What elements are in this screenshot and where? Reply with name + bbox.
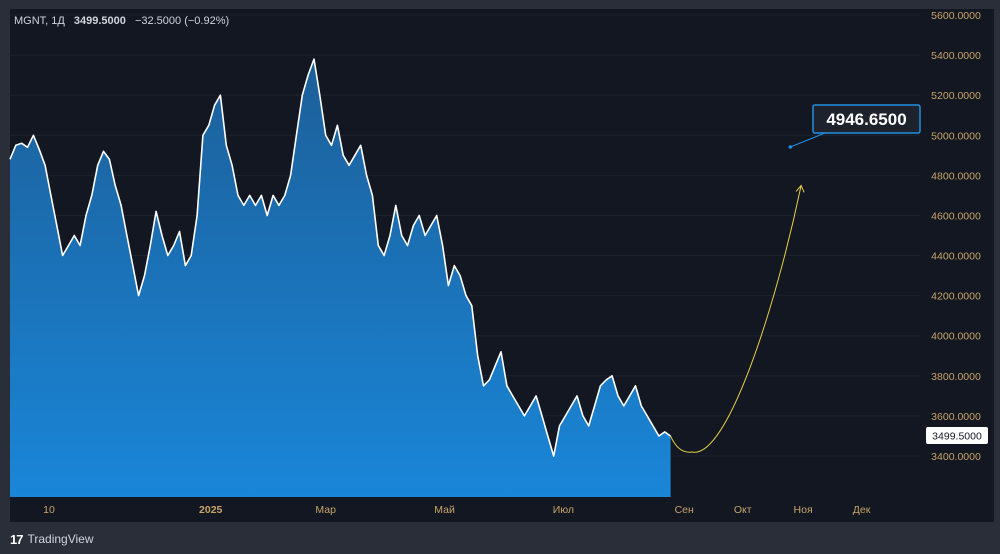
x-tick-label: 10 [43, 504, 55, 516]
y-axis: 3400.0000 3600.0000 3800.0000 4000.0000 4200… [931, 10, 981, 463]
symbol-legend: MGNT, 1Д 3499.5000 −32.5000 (−0.92%) [14, 15, 229, 27]
projection-curve [670, 185, 802, 453]
y-tick-label: 4400.0000 [931, 251, 981, 263]
x-tick-label: Июл [553, 504, 574, 516]
target-label: 4946.6500 [826, 110, 906, 129]
y-tick-label: 4800.0000 [931, 170, 981, 182]
brand-name: TradingView [27, 532, 94, 546]
y-tick-label: 3800.0000 [931, 371, 981, 383]
x-tick-label: Ноя [794, 504, 813, 516]
symbol-interval[interactable]: MGNT, 1Д [14, 15, 65, 27]
target-label-box [812, 104, 921, 134]
y-tick-label: 5600.0000 [931, 10, 981, 22]
projection-arrowhead [795, 184, 805, 193]
x-tick-label: 2025 [199, 504, 223, 516]
x-tick-label: Мар [315, 504, 336, 516]
tradingview-logo-icon: 17 [10, 531, 24, 547]
y-tick-label: 4600.0000 [931, 210, 981, 222]
last-price-tag: 3499.5000 [926, 427, 988, 445]
legend-price: 3499.5000 [73, 15, 126, 27]
x-tick-label: Сен [675, 504, 694, 516]
target-point [788, 145, 793, 149]
price-line [9, 58, 672, 457]
y-tick-label: 3400.0000 [931, 451, 981, 463]
last-price-box [926, 427, 988, 445]
legend-change: −32.5000 (−0.92%) [134, 15, 230, 27]
price-area-fill [10, 59, 671, 497]
target-callout[interactable]: 4946.6500 [788, 104, 921, 149]
y-tick-label: 3600.0000 [931, 411, 981, 423]
target-pointer-line [790, 132, 826, 148]
x-tick-label: Май [434, 504, 455, 516]
y-tick-label: 4000.0000 [931, 331, 981, 343]
last-price-label: 3499.5000 [932, 431, 982, 443]
y-tick-label: 5400.0000 [931, 50, 981, 62]
x-axis: 10 2025 Мар Май Июл Сен Окт Ноя Дек [43, 504, 871, 516]
x-tick-label: Дек [853, 504, 871, 516]
y-tick-label: 4200.0000 [931, 291, 981, 303]
y-tick-label: 5200.0000 [931, 90, 981, 102]
y-tick-label: 5000.0000 [931, 130, 981, 142]
footer-brand[interactable]: 17 TradingView [10, 530, 94, 548]
x-tick-label: Окт [734, 504, 752, 516]
